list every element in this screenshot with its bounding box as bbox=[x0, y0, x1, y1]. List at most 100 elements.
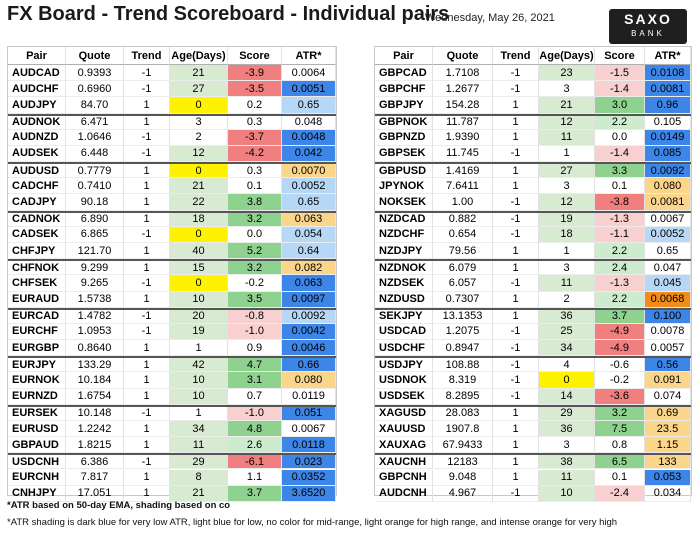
score-cell: -6.1 bbox=[228, 455, 282, 470]
quote-cell: 8.319 bbox=[433, 372, 493, 389]
pair-cell: EURGBP bbox=[8, 340, 66, 357]
score-cell: 3.2 bbox=[595, 406, 645, 421]
age-days-cell: 0 bbox=[170, 97, 228, 114]
age-days-cell: 10 bbox=[170, 372, 228, 389]
atr-cell: 0.0051 bbox=[282, 81, 336, 98]
age-days-cell: 11 bbox=[539, 275, 595, 292]
quote-cell: 1.4782 bbox=[66, 309, 124, 324]
column-header-age-days: Age(Days) bbox=[539, 47, 595, 65]
score-cell: -1.0 bbox=[228, 323, 282, 341]
left-scoreboard-table: Pair Quote Trend Age(Days) Score ATR* AUDCAD 0.… bbox=[7, 46, 337, 502]
atr-cell: 0.054 bbox=[282, 226, 336, 243]
age-days-cell: 25 bbox=[539, 323, 595, 341]
quote-cell: 9.048 bbox=[433, 469, 493, 486]
trend-cell: 1 bbox=[124, 212, 170, 227]
atr-cell: 0.65 bbox=[282, 97, 336, 114]
atr-cell: 0.023 bbox=[282, 455, 336, 470]
age-days-cell: 11 bbox=[539, 129, 595, 146]
column-header-trend: Trend bbox=[124, 47, 170, 65]
trend-cell: -1 bbox=[124, 65, 170, 82]
pair-cell: XAUUSD bbox=[375, 420, 433, 438]
score-cell: 3.7 bbox=[595, 309, 645, 324]
quote-cell: 7.6411 bbox=[433, 178, 493, 195]
pair-cell: NZDCAD bbox=[375, 212, 433, 227]
table-row: AUDUSD 0.7779 1 0 0.3 0.0070 bbox=[8, 162, 336, 179]
quote-cell: 1907.8 bbox=[433, 420, 493, 438]
quote-cell: 8.2895 bbox=[433, 388, 493, 405]
trend-cell: 1 bbox=[493, 437, 539, 454]
atr-cell: 0.0108 bbox=[645, 65, 691, 82]
pair-cell: AUDCNH bbox=[375, 485, 433, 502]
atr-cell: 0.56 bbox=[645, 358, 691, 373]
score-cell: -4.9 bbox=[595, 340, 645, 357]
trend-cell: 1 bbox=[124, 194, 170, 211]
column-header-pair: Pair bbox=[375, 47, 433, 65]
table-row: AUDNOK 6.471 1 3 0.3 0.048 bbox=[8, 113, 336, 130]
quote-cell: 79.56 bbox=[433, 242, 493, 260]
atr-cell: 0.080 bbox=[282, 372, 336, 389]
pair-cell: USDCNH bbox=[8, 455, 66, 470]
quote-cell: 1.2677 bbox=[433, 81, 493, 98]
age-days-cell: 19 bbox=[539, 212, 595, 227]
score-cell: 0.0 bbox=[228, 226, 282, 243]
trend-cell: 1 bbox=[124, 437, 170, 454]
table-row: GBPNOK 11.787 1 12 2.2 0.105 bbox=[375, 113, 691, 130]
column-header-quote: Quote bbox=[66, 47, 124, 65]
pair-cell: AUDUSD bbox=[8, 164, 66, 179]
trend-cell: 1 bbox=[124, 97, 170, 114]
score-cell: 2.2 bbox=[595, 115, 645, 130]
atr-cell: 0.047 bbox=[645, 261, 691, 276]
table-row: AUDNZD 1.0646 -1 2 -3.7 0.0048 bbox=[8, 129, 336, 146]
pair-cell: GBPCAD bbox=[375, 65, 433, 82]
atr-cell: 0.0081 bbox=[645, 194, 691, 211]
logo-text-saxo: SAXO bbox=[624, 11, 672, 27]
trend-cell: -1 bbox=[124, 81, 170, 98]
trend-cell: 1 bbox=[493, 406, 539, 421]
atr-cell: 0.0046 bbox=[282, 340, 336, 357]
pair-cell: AUDCHF bbox=[8, 81, 66, 98]
trend-cell: 1 bbox=[493, 420, 539, 438]
score-cell: -0.8 bbox=[228, 309, 282, 324]
pair-cell: SEKJPY bbox=[375, 309, 433, 324]
age-days-cell: 1 bbox=[170, 406, 228, 421]
age-days-cell: 29 bbox=[539, 406, 595, 421]
trend-cell: -1 bbox=[493, 275, 539, 292]
quote-cell: 154.28 bbox=[433, 97, 493, 114]
trend-cell: 1 bbox=[493, 115, 539, 130]
quote-cell: 0.6960 bbox=[66, 81, 124, 98]
table-row: CNHJPY 17.051 1 21 3.7 3.6520 bbox=[8, 485, 336, 502]
column-header-score: Score bbox=[228, 47, 282, 65]
right-table-header-row: Pair Quote Trend Age(Days) Score ATR* bbox=[375, 47, 691, 65]
quote-cell: 6.079 bbox=[433, 261, 493, 276]
trend-cell: 1 bbox=[124, 420, 170, 438]
age-days-cell: 4 bbox=[539, 358, 595, 373]
table-row: GBPCAD 1.7108 -1 23 -1.5 0.0108 bbox=[375, 65, 691, 82]
atr-cell: 0.0352 bbox=[282, 469, 336, 486]
age-days-cell: 0 bbox=[170, 275, 228, 292]
age-days-cell: 12 bbox=[170, 145, 228, 163]
quote-cell: 1.2242 bbox=[66, 420, 124, 438]
atr-cell: 0.074 bbox=[645, 388, 691, 405]
pair-cell: GBPCHF bbox=[375, 81, 433, 98]
quote-cell: 67.9433 bbox=[433, 437, 493, 454]
pair-cell: XAUXAG bbox=[375, 437, 433, 454]
age-days-cell: 2 bbox=[170, 129, 228, 146]
age-days-cell: 1 bbox=[170, 340, 228, 357]
trend-cell: -1 bbox=[493, 145, 539, 163]
trend-cell: -1 bbox=[124, 323, 170, 341]
atr-cell: 0.65 bbox=[282, 194, 336, 211]
score-cell: 3.7 bbox=[228, 485, 282, 502]
trend-cell: 1 bbox=[124, 115, 170, 130]
atr-cell: 0.0092 bbox=[645, 164, 691, 179]
table-row: AUDSEK 6.448 -1 12 -4.2 0.042 bbox=[8, 145, 336, 163]
trend-cell: 1 bbox=[124, 340, 170, 357]
footnote-atr-basis: *ATR based on 50-day EMA, shading based … bbox=[7, 500, 231, 511]
score-cell: 5.2 bbox=[228, 242, 282, 260]
pair-cell: USDCHF bbox=[375, 340, 433, 357]
atr-cell: 0.085 bbox=[645, 145, 691, 163]
table-row: AUDCAD 0.9393 -1 21 -3.9 0.0064 bbox=[8, 65, 336, 82]
score-cell: -3.7 bbox=[228, 129, 282, 146]
atr-cell: 0.65 bbox=[645, 242, 691, 260]
age-days-cell: 0 bbox=[539, 372, 595, 389]
trend-cell: 1 bbox=[124, 469, 170, 486]
